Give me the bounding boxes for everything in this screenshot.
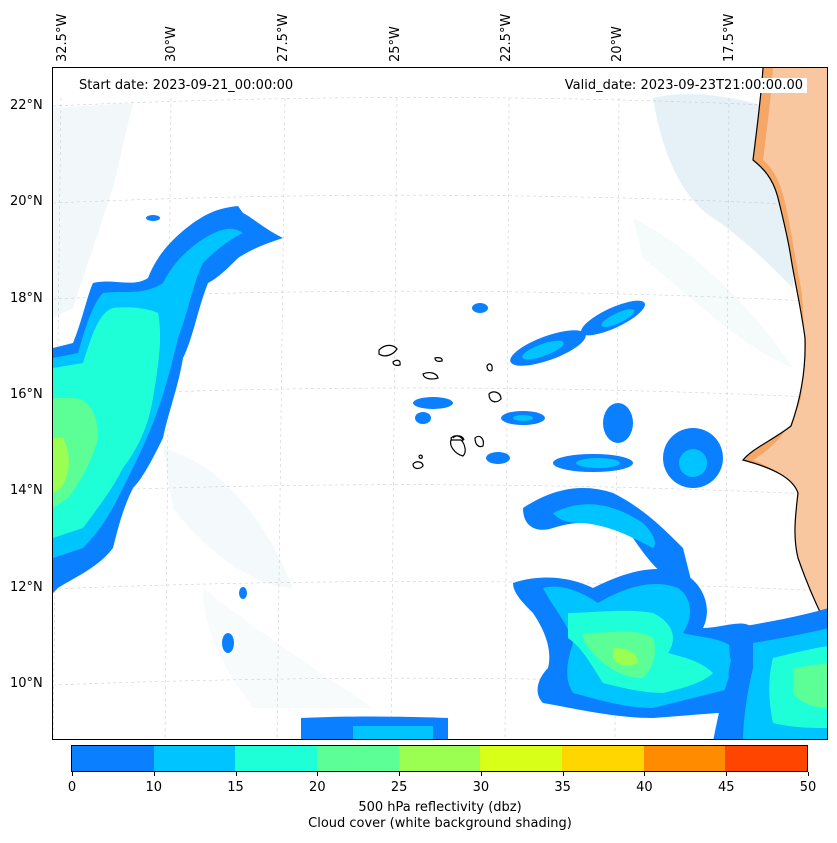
colorbar-segment-5 (480, 746, 563, 771)
lat-label-10N: 10°N (10, 676, 43, 691)
lon-label-17.5W: 17.5°W (722, 13, 737, 62)
colorbar-tickmark (72, 772, 73, 776)
map-canvas (53, 68, 827, 739)
colorbar-tick-label: 20 (309, 780, 326, 795)
lat-label-12N: 12°N (10, 580, 43, 595)
cape-verde-islands (378, 344, 502, 470)
colorbar-tickmark (644, 772, 646, 776)
lat-label-14N: 14°N (10, 483, 43, 498)
colorbar-tick-label: 0 (67, 780, 77, 795)
colorbar-segment-6 (562, 746, 644, 771)
colorbar-segment-3 (317, 746, 399, 771)
map-panel: Start date: 2023-09-21_00:00:00 Valid_da… (52, 67, 828, 740)
colorbar-segment-2 (235, 746, 318, 771)
colorbar-segment-4 (398, 746, 481, 771)
reflectivity-field (53, 206, 827, 739)
colorbar-tickmark (153, 772, 155, 776)
lat-label-20N: 20°N (10, 194, 43, 209)
colorbar-label-line1: 500 hPa reflectivity (dbz) (358, 800, 522, 815)
colorbar-tick-label: 35 (554, 780, 571, 795)
valid-date-label: Valid_date: 2023-09-23T21:00:00.00 (560, 78, 807, 93)
colorbar-tickmark (726, 772, 728, 776)
lon-label-32.5W: 32.5°W (55, 13, 70, 62)
colorbar-segment-7 (643, 746, 726, 771)
colorbar-tickmark (317, 772, 319, 776)
colorbar-tickmark (399, 772, 401, 776)
colorbar-tickmark (808, 772, 809, 776)
reflectivity-colorbar (71, 745, 808, 772)
colorbar-label: 500 hPa reflectivity (dbz) Cloud cover (… (0, 800, 837, 832)
lon-label-25W: 25°W (388, 26, 403, 62)
colorbar-tick-label: 10 (145, 780, 163, 795)
colorbar-segment-8 (725, 746, 808, 771)
colorbar-tick-label: 30 (472, 780, 490, 795)
colorbar-tickmark (235, 772, 237, 776)
lon-label-20W: 20°W (610, 26, 625, 62)
colorbar-segment-0 (72, 746, 154, 771)
colorbar-label-line2: Cloud cover (white background shading) (308, 816, 572, 831)
lon-label-30W: 30°W (164, 26, 179, 62)
lat-label-16N: 16°N (10, 387, 43, 402)
lat-label-22N: 22°N (10, 98, 43, 113)
colorbar-tick-label: 50 (799, 780, 817, 795)
lat-label-18N: 18°N (10, 291, 43, 306)
colorbar-segment-1 (153, 746, 236, 771)
lon-label-27.5W: 27.5°W (276, 13, 291, 62)
colorbar-tick-label: 40 (636, 780, 653, 795)
lon-label-22.5W: 22.5°W (499, 13, 514, 62)
colorbar-tick-label: 45 (717, 780, 735, 795)
colorbar-tick-label: 25 (390, 780, 408, 795)
colorbar-tick-label: 15 (227, 780, 244, 795)
start-date-label: Start date: 2023-09-21_00:00:00 (75, 78, 298, 93)
africa-land (741, 68, 827, 625)
colorbar-tickmark (480, 772, 482, 776)
colorbar-tickmark (562, 772, 564, 776)
